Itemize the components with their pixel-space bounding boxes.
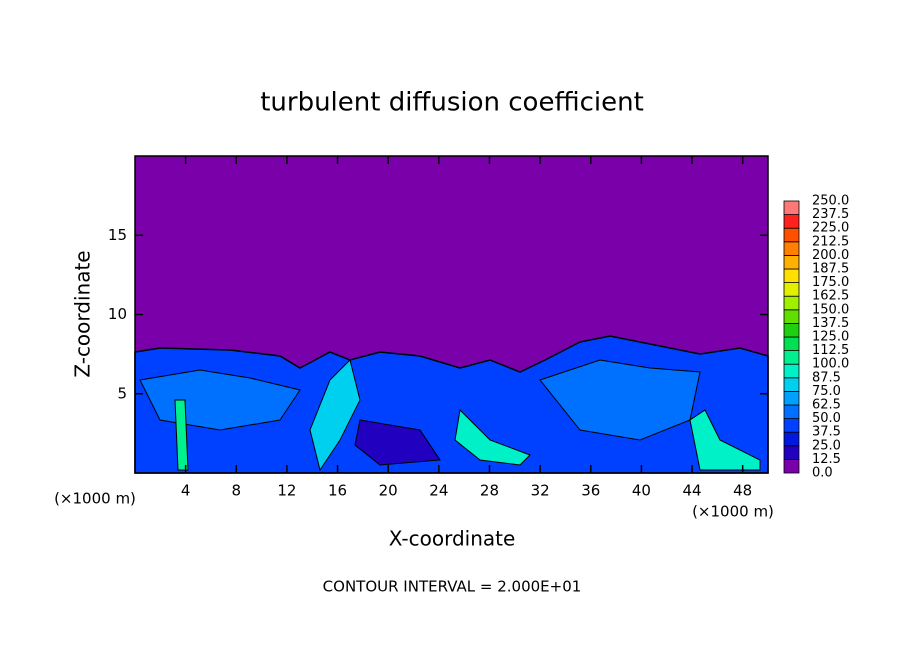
colorbar-label: 62.5 [812, 398, 841, 413]
field-region [354, 419, 441, 466]
colorbar-label: 137.5 [812, 316, 849, 331]
x-tick-label: 44 [682, 482, 701, 500]
x-tick-label: 48 [733, 482, 752, 500]
x-tick-label: 40 [632, 482, 651, 500]
x-axis-label: X-coordinate [389, 527, 516, 551]
colorbar-label: 0.0 [812, 466, 833, 481]
x-tick-label: 32 [531, 482, 550, 500]
colorbar-band [783, 350, 800, 365]
y-axis-label: Z-coordinate [71, 250, 95, 377]
colorbar-band [783, 431, 800, 447]
field-region [454, 408, 531, 466]
colorbar-band [783, 282, 800, 297]
x-tick-label: 24 [429, 482, 448, 500]
colorbar-band [783, 390, 800, 406]
chart-title: turbulent diffusion coefficient [260, 88, 644, 118]
colorbar-band [783, 214, 800, 229]
colorbar-band [783, 377, 800, 392]
colorbar-band [783, 458, 800, 474]
colorbar-label: 150.0 [812, 302, 849, 317]
colorbar-label: 37.5 [812, 425, 841, 440]
x-tick-label: 20 [379, 482, 398, 500]
colorbar-label: 212.5 [812, 234, 849, 249]
x-tick-label: 28 [480, 482, 499, 500]
colorbar-band [783, 445, 800, 460]
colorbar-band [783, 241, 800, 256]
field-region [689, 409, 761, 471]
field-region [309, 359, 361, 472]
x-tick-label: 16 [328, 482, 347, 500]
y-tick-label: 10 [108, 305, 127, 323]
x-unit-label: (×1000 m) [54, 490, 136, 508]
colorbar-band [783, 254, 800, 270]
field [134, 156, 769, 474]
colorbar-label: 100.0 [812, 357, 849, 372]
x-tick-label: 8 [232, 482, 242, 500]
footer-note: CONTOUR INTERVAL = 2.000E+01 [323, 578, 582, 596]
colorbar-band [783, 322, 800, 338]
colorbar-label: 12.5 [812, 452, 841, 467]
y-tick-label: 5 [117, 384, 127, 402]
colorbar-label: 50.0 [812, 411, 841, 426]
colorbar-label: 175.0 [812, 275, 849, 290]
x-tick-label: 4 [181, 482, 191, 500]
colorbar-label: 75.0 [812, 384, 841, 399]
colorbar-band [783, 363, 800, 379]
colorbar-band [783, 418, 800, 433]
colorbar-label: 112.5 [812, 343, 849, 358]
field-region [539, 359, 701, 441]
field-region [174, 399, 189, 471]
x-tick-label: 12 [277, 482, 296, 500]
colorbar-label: 187.5 [812, 262, 849, 277]
colorbar-band [783, 200, 800, 216]
colorbar-label: 200.0 [812, 248, 849, 263]
colorbar-label: 162.5 [812, 289, 849, 304]
colorbar-band [783, 309, 800, 324]
colorbar-label: 250.0 [812, 194, 849, 209]
colorbar-band [783, 404, 800, 420]
x-tick-label: 36 [581, 482, 600, 500]
colorbar-label: 125.0 [812, 330, 849, 345]
y-tick-label: 15 [108, 226, 127, 244]
colorbar-label: 25.0 [812, 438, 841, 453]
colorbar-label: 237.5 [812, 207, 849, 222]
colorbar-label: 225.0 [812, 221, 849, 236]
colorbar-label: 87.5 [812, 370, 841, 385]
colorbar-band [783, 268, 800, 284]
x-unit-label: (×1000 m) [692, 503, 774, 521]
colorbar-band [783, 336, 800, 352]
colorbar-band [783, 227, 800, 243]
colorbar-band [783, 295, 800, 311]
